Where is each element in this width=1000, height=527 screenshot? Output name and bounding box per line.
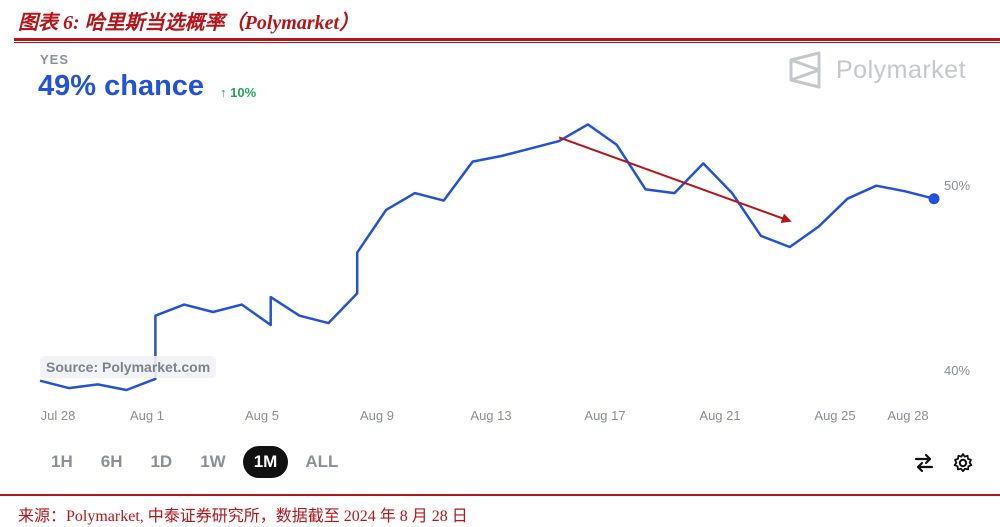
x-tick-label: Aug 25 xyxy=(814,408,856,423)
source-badge: Source: Polymarket.com xyxy=(40,356,217,378)
gear-icon[interactable] xyxy=(952,452,974,474)
polymarket-logo-icon xyxy=(789,51,821,89)
y-tick-label: 50% xyxy=(944,177,971,193)
x-tick-label: Aug 17 xyxy=(584,408,626,423)
brand-logo: Polymarket xyxy=(788,50,966,90)
x-tick-label: Aug 9 xyxy=(360,408,394,423)
chance-value: 49% chance xyxy=(38,70,205,102)
figure-title: 图表 6: 哈里斯当选概率（Polymarket） xyxy=(18,12,360,34)
tab-all[interactable]: ALL xyxy=(305,452,339,471)
x-tick-label: Jul 28 xyxy=(40,408,76,423)
series-line xyxy=(39,123,935,392)
top-rule-thin xyxy=(14,42,1000,43)
x-tick-label: Aug 1 xyxy=(130,408,164,423)
change-badge: ↑ 10% xyxy=(220,85,257,100)
tab-1h[interactable]: 1H xyxy=(51,452,73,471)
trend-annotation-arrow xyxy=(558,136,792,223)
current-value-marker[interactable] xyxy=(928,193,940,205)
tab-1d[interactable]: 1D xyxy=(150,452,173,471)
source-note: 来源：Polymarket, 中泰证券研究所，数据截至 2024 年 8 月 2… xyxy=(18,508,468,525)
brand-name: Polymarket xyxy=(836,55,967,84)
x-tick-label: Aug 5 xyxy=(245,408,279,423)
tab-6h[interactable]: 6H xyxy=(100,452,123,471)
top-rule xyxy=(14,38,1000,41)
x-tick-label: Aug 13 xyxy=(470,408,512,423)
timeframe-tabs: 1H 6H 1D 1W 1M ALL xyxy=(40,446,349,478)
x-tick-label: Aug 28 xyxy=(887,408,929,423)
y-tick-label: 40% xyxy=(944,363,971,379)
swap-arrows-icon[interactable] xyxy=(913,452,935,474)
x-tick-label: Aug 21 xyxy=(699,408,741,423)
tab-1w[interactable]: 1W xyxy=(200,452,226,471)
tab-1m[interactable]: 1M xyxy=(242,446,289,478)
bottom-rule xyxy=(0,494,1000,496)
outcome-label: YES xyxy=(40,52,70,67)
